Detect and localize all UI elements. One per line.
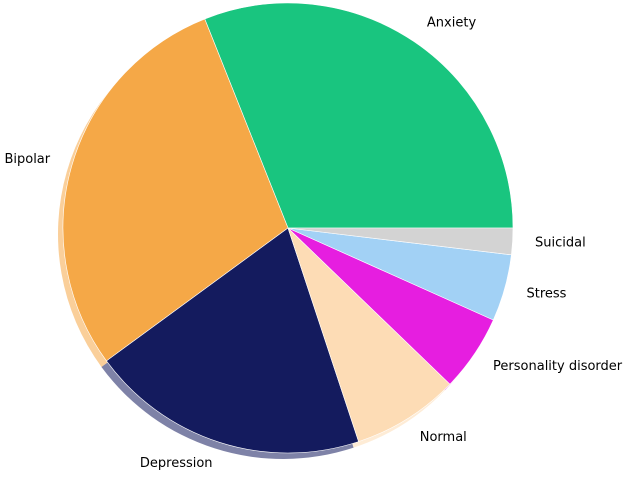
slice-label: Bipolar xyxy=(4,152,50,167)
slice-label: Personality disorder xyxy=(493,359,623,374)
slice-label: Anxiety xyxy=(427,16,477,31)
slice xyxy=(287,227,514,256)
slice-label: Normal xyxy=(420,430,467,445)
slice xyxy=(62,18,289,362)
slice-label: Depression xyxy=(140,456,213,471)
slice xyxy=(204,2,514,229)
slice xyxy=(106,227,359,454)
slice-label: Suicidal xyxy=(535,235,586,250)
slice xyxy=(287,227,451,443)
slice-label: Stress xyxy=(527,287,567,302)
